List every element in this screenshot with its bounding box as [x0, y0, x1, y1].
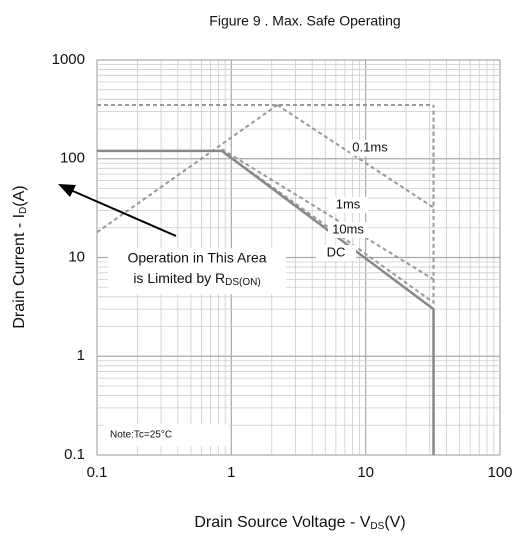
- series-label: DC: [327, 244, 346, 259]
- x-tick-label: 100: [487, 464, 512, 481]
- annotation-box: [108, 248, 286, 294]
- series-label-bg: [328, 197, 368, 213]
- series-line: [96, 104, 278, 234]
- arrow-shaft: [65, 187, 177, 237]
- series-label: 1ms: [336, 196, 361, 211]
- series-line: [97, 149, 435, 455]
- annotation-text: is Limited by R: [133, 270, 225, 286]
- x-tick-label: 1: [227, 464, 235, 481]
- x-tick-label: 0.1: [87, 464, 108, 481]
- chart-title: Figure 9 . Max. Safe Operating: [209, 13, 400, 29]
- arrow-head: [58, 184, 76, 197]
- y-label-sub: D: [18, 207, 29, 214]
- series-label-bg: [316, 245, 356, 261]
- series-label: 0.1ms: [352, 139, 388, 154]
- y-label-main: Drain Current - I: [11, 214, 28, 329]
- y-tick-label: 1: [77, 347, 85, 364]
- note: Note:Tc=25°C: [110, 430, 172, 441]
- x-label-unit: (V): [384, 514, 405, 531]
- x-tick-label: 10: [357, 464, 374, 481]
- annotation-line1: Operation in This Area: [127, 250, 266, 266]
- x-label-main: Drain Source Voltage - V: [194, 514, 370, 531]
- annotation-sub: DS(ON): [225, 277, 261, 288]
- note-box: [104, 424, 229, 446]
- y-tick-label: 100: [60, 150, 85, 167]
- y-axis-label: Drain Current - ID(A): [11, 185, 28, 328]
- series-label: 10ms: [332, 221, 364, 236]
- y-tick-label: 10: [68, 248, 85, 265]
- annotation-line2: is Limited by RDS(ON): [133, 270, 260, 288]
- series-line: [221, 150, 435, 305]
- y-tick-label: 0.1: [64, 446, 85, 463]
- series-label-bg: [328, 222, 368, 238]
- x-axis-label: Drain Source Voltage - VDS(V): [194, 514, 405, 531]
- x-label-sub: DS: [370, 521, 384, 532]
- y-label-unit: (A): [11, 185, 28, 206]
- y-tick-label: 1000: [52, 51, 85, 68]
- series-label-bg: [350, 140, 390, 156]
